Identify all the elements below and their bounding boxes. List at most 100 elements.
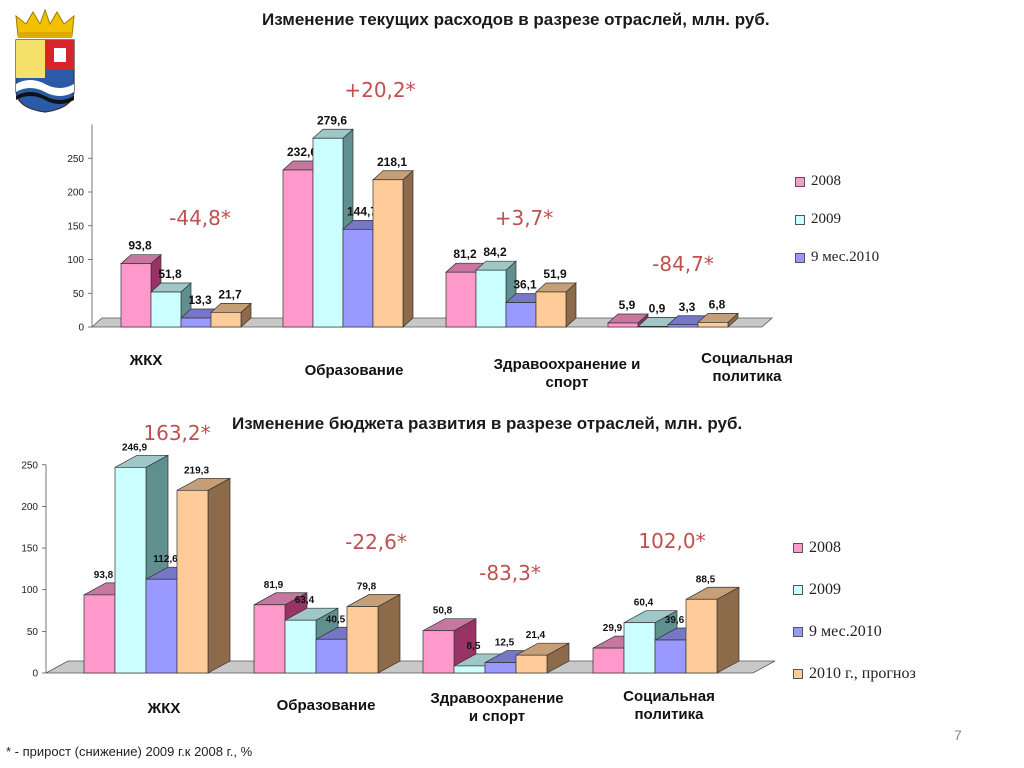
data-label: 0,9	[649, 301, 666, 315]
chart1-growth-zhkh: -44,8*	[169, 206, 231, 230]
chart1-category-health-line1: Здравоохранение и	[493, 356, 641, 373]
data-label: 79,8	[357, 582, 377, 593]
bar-2-0-3	[176, 477, 231, 674]
data-label: 112,6	[153, 554, 178, 565]
legend-swatch-2010-forecast	[793, 668, 803, 679]
chart2-category-social-line2: политика	[634, 706, 704, 723]
legend-label: 2010 г., прогноз	[809, 664, 916, 682]
legend-item-9m2010: 9 мес.2010	[793, 621, 916, 642]
coat-of-arms-emblem	[15, 8, 75, 113]
legend-item-2010-forecast: 2010 г., прогноз	[793, 663, 916, 684]
data-label: 6,8	[709, 297, 726, 311]
chart2-category-health-line2: и спорт	[468, 708, 526, 725]
chart2-growth-health: -83,3*	[479, 561, 541, 585]
data-label: 84,2	[483, 245, 507, 259]
data-label: 279,6	[317, 113, 347, 127]
chart2-category-social-line1: Социальная	[623, 688, 715, 705]
data-label: 93,8	[94, 570, 114, 581]
data-label: 29,9	[603, 623, 623, 634]
chart1-title: Изменение текущих расходов в разрезе отр…	[262, 10, 770, 29]
y-tick-label: 50	[73, 289, 85, 300]
data-label: 81,2	[453, 247, 477, 261]
chart1-category-social-line2: политика	[712, 368, 782, 385]
legend-swatch-2008	[793, 542, 803, 553]
bar-1-2-3	[535, 282, 577, 328]
chart1-category-health: Здравоохранение и спорт	[494, 356, 641, 392]
chart1-category-education: Образование	[304, 362, 404, 379]
chart1-plot: 0 50 100 150 200 250 93,8 51,8 13,3 21,7 232,6 279,…	[67, 113, 774, 334]
y-tick-label: 250	[67, 154, 84, 165]
data-label: 51,8	[158, 267, 182, 281]
chart1-category-social-line1: Социальная	[701, 350, 793, 367]
legend-swatch-9m2010	[795, 252, 805, 263]
y-tick-label: 0	[78, 323, 84, 334]
bar-1-3-0	[607, 313, 649, 328]
page-number: 7	[954, 727, 962, 743]
chart2-plot: 0 50 100 150 200 250 93,8 246,9 112,6 219,3 81,9 63…	[21, 442, 776, 680]
legend-item-2009: 2009	[793, 579, 916, 600]
chart1-growth-social: -84,7*	[652, 252, 714, 276]
footnote: * - прирост (снижение) 2009 г.к 2008 г.,…	[6, 744, 253, 759]
chart2-category-health-line1: Здравоохранение	[430, 690, 564, 707]
data-label: 60,4	[634, 598, 654, 609]
legend-label: 9 мес.2010	[809, 622, 882, 640]
legend-item-2009: 2009	[795, 209, 879, 230]
data-label: 3,3	[679, 300, 696, 314]
chart1-growth-education: +20,2*	[344, 78, 416, 102]
data-label: 5,9	[619, 298, 636, 312]
bar-2-2-3	[515, 642, 570, 674]
chart1-growth-health: +3,7*	[494, 206, 554, 230]
bar-1-0-3	[210, 302, 252, 328]
data-label: 21,4	[526, 630, 546, 641]
y-tick-label: 0	[32, 669, 38, 680]
chart2-growth-social: 102,0*	[638, 529, 706, 553]
legend-label: 2009	[809, 580, 841, 598]
data-label: 21,7	[218, 287, 242, 301]
bar-2-3-3	[685, 586, 740, 674]
data-label: 50,8	[433, 606, 453, 617]
legend-swatch-2009	[793, 584, 803, 595]
chart1-category-health-line2: спорт	[545, 374, 589, 391]
data-label: 13,3	[188, 293, 212, 307]
legend-label: 2008	[811, 173, 841, 189]
y-tick-label: 100	[67, 255, 84, 266]
bar-1-1-3	[372, 169, 414, 328]
chart2-title: Изменение бюджета развития в разрезе отр…	[232, 414, 743, 433]
chart2-growth-education: -22,6*	[345, 530, 407, 554]
y-tick-label: 200	[67, 188, 84, 199]
legend-swatch-2008	[795, 176, 805, 187]
data-label: 232,6	[287, 145, 317, 159]
y-tick-label: 150	[21, 544, 38, 555]
chart2-category-zhkh: ЖКХ	[147, 700, 181, 717]
chart2-legend: 2008 2009 9 мес.2010 2010 г., прогноз	[793, 537, 916, 705]
bar-2-2-0	[422, 618, 477, 674]
data-label: 39,6	[665, 615, 685, 626]
chart1-legend: 2008 2009 9 мес.2010	[795, 171, 879, 285]
data-label: 81,9	[264, 580, 284, 591]
data-label: 8,5	[467, 641, 481, 652]
data-label: 218,1	[377, 155, 407, 169]
bar-2-1-3	[346, 593, 401, 674]
data-label: 246,9	[122, 442, 147, 453]
data-label: 144,7	[347, 204, 377, 218]
legend-label: 2009	[811, 211, 841, 227]
y-tick-label: 150	[67, 221, 84, 232]
legend-item-2008: 2008	[793, 537, 916, 558]
chart1-category-zhkh: ЖКХ	[129, 352, 163, 369]
chart2-category-social: Социальная политика	[623, 688, 715, 724]
chart1-category-social: Социальная политика	[701, 350, 793, 386]
y-tick-label: 100	[21, 585, 38, 596]
y-tick-label: 200	[21, 502, 38, 513]
data-label: 88,5	[696, 574, 716, 585]
y-tick-label: 250	[21, 460, 38, 471]
data-label: 51,9	[543, 267, 567, 281]
bar-1-3-3	[697, 312, 739, 328]
legend-label: 9 мес.2010	[811, 249, 880, 265]
legend-item-9m2010: 9 мес.2010	[795, 247, 879, 268]
data-label: 12,5	[495, 638, 515, 649]
legend-swatch-2009	[795, 214, 805, 225]
data-label: 36,1	[513, 278, 537, 292]
data-label: 93,8	[128, 239, 152, 253]
chart2-category-health: Здравоохранение и спорт	[430, 690, 563, 726]
